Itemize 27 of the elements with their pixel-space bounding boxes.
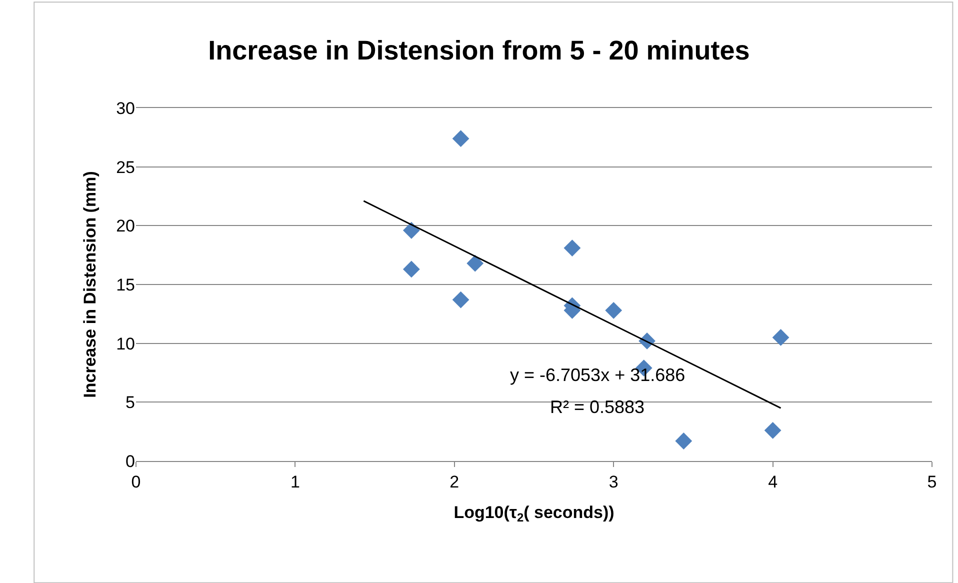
x-tick-label: 5 (927, 472, 937, 492)
point (452, 291, 470, 308)
y-tick-label: 30 (116, 98, 135, 118)
chart-title: Increase in Distension from 5 - 20 minutes (208, 36, 750, 66)
point (564, 240, 581, 256)
y-tick-label: 0 (126, 452, 135, 471)
x-tick-label: 3 (608, 472, 618, 492)
point (452, 130, 470, 148)
y-tick-label: 15 (116, 275, 135, 294)
y-tick-label: 20 (116, 216, 135, 236)
x-tick-label: 4 (768, 472, 778, 492)
y-tick-label: 25 (116, 158, 135, 177)
point (764, 422, 782, 439)
annotation: y = -6.7053x + 31.686 (510, 365, 686, 385)
point (605, 302, 622, 319)
x-tick-label: 2 (450, 472, 460, 492)
point (402, 222, 420, 239)
point (466, 254, 484, 272)
point (675, 432, 692, 450)
point (772, 329, 790, 346)
x-tick-label: 1 (290, 472, 300, 492)
x-axis-title: Log10(τ$_{2}$( seconds)) (454, 502, 614, 524)
point (402, 260, 420, 278)
y-axis-title: Increase in Distension (mm) (80, 171, 100, 398)
annotation: R² = 0.5883 (550, 397, 645, 417)
y-tick-label: 5 (126, 393, 135, 412)
y-tick-label: 10 (116, 334, 135, 354)
